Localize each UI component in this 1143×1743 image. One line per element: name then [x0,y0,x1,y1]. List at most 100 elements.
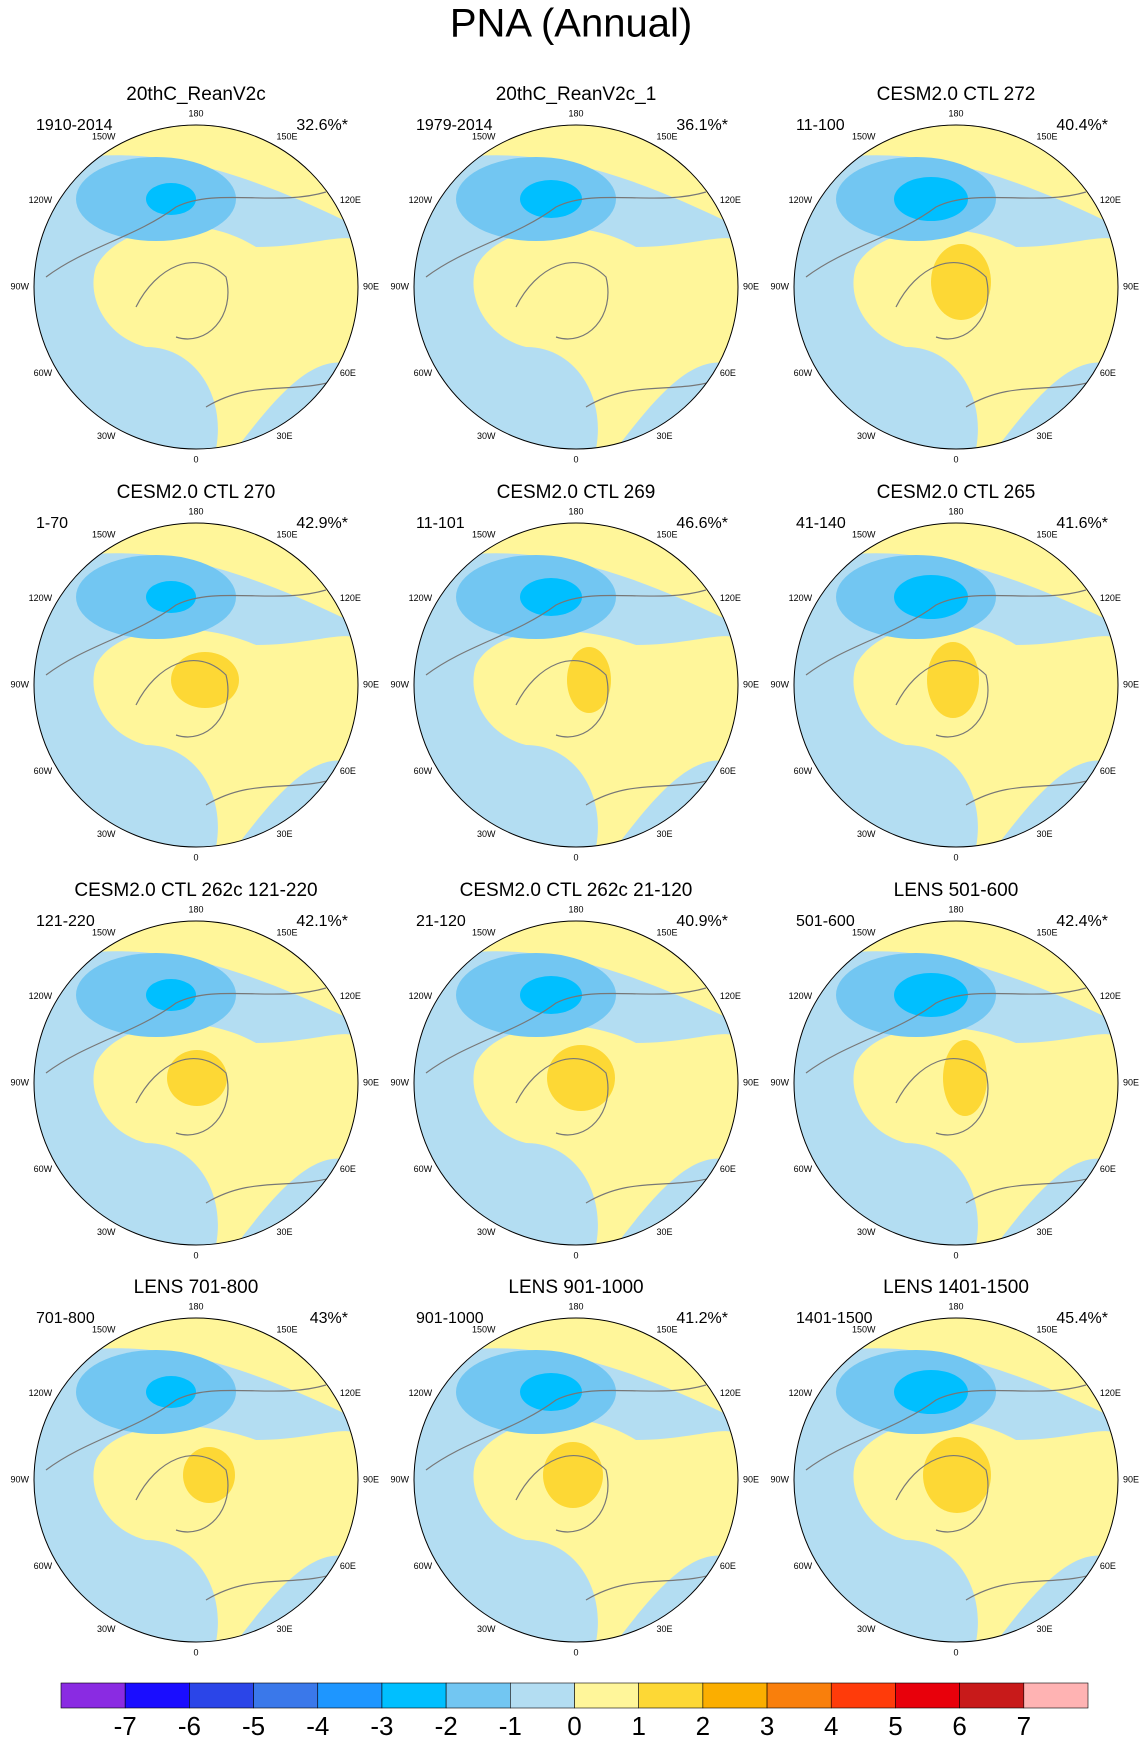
longitude-label: 30E [657,431,673,441]
positive-region [473,631,738,847]
panel-variance: 46.6%* [676,515,728,532]
map-border [793,522,1119,848]
longitude-label: 0 [573,1250,578,1260]
longitude-label: 60W [414,766,433,776]
positive-region [34,125,358,227]
longitude-label: 60E [1100,368,1116,378]
longitude-label: 120W [789,195,813,205]
longitude-label: 0 [573,1647,578,1657]
longitude-label: 150W [472,132,496,142]
map-border [33,124,359,450]
negative-peak [894,575,968,619]
longitude-label: 60E [720,1164,736,1174]
longitude-label: 120W [29,593,53,603]
longitude-label: 30E [657,1624,673,1634]
positive-region [794,125,1118,227]
panel-title: CESM2.0 CTL 272 [877,84,1036,105]
longitude-label: 30W [477,829,496,839]
longitude-label: 60E [720,368,736,378]
longitude-label: 60E [720,766,736,776]
map-field [414,921,738,1245]
map-border [33,1317,359,1643]
longitude-label: 120E [1100,991,1121,1001]
negative-peak [520,180,582,218]
negative-peak [520,578,582,616]
longitude-label: 120W [789,1388,813,1398]
longitude-label: 150E [1037,530,1058,540]
longitude-label: 90E [743,679,759,689]
panel-variance: 42.4%* [1056,913,1108,930]
map-border [793,920,1119,1246]
positive-region [794,523,1118,625]
longitude-label: 90W [390,1077,409,1087]
colorbar-label: 2 [696,1711,710,1738]
map-panel: LENS 501-600 501-600 42.4%* 180 150E 120E 90E 6… [770,880,1139,1260]
colorbar-label: -2 [435,1711,458,1738]
map-panel: CESM2.0 CTL 262c 21-120 21-120 40.9%* 180 15… [390,880,759,1260]
positive-core [171,652,239,708]
longitude-label: 90W [770,1474,789,1484]
longitude-label: 60E [1100,1561,1116,1571]
colorbar-label: 5 [888,1711,902,1738]
map-field [414,523,738,847]
positive-region [853,624,1118,847]
map-border [413,1317,739,1643]
positive-region [794,921,1118,1023]
colorbar-label: -5 [242,1711,265,1738]
positive-core [943,1040,987,1116]
longitude-label: 90E [363,281,379,291]
longitude-label: 60E [340,368,356,378]
longitude-label: 150W [472,530,496,540]
longitude-label: 30E [657,829,673,839]
panel-period: 21-120 [416,913,466,930]
negative-peak [894,177,968,221]
panel-period: 121-220 [36,913,95,930]
longitude-label: 90E [743,281,759,291]
positive-region [93,1426,358,1642]
longitude-label: 150W [92,132,116,142]
longitude-label: 120W [29,991,53,1001]
negative-peak [520,976,582,1014]
panel-period: 11-100 [796,117,845,134]
panel-title: LENS 501-600 [894,880,1019,901]
longitude-label: 90W [770,281,789,291]
map-field [34,1318,358,1642]
colorbar-label: 1 [631,1711,645,1738]
longitude-label: 90E [1123,679,1139,689]
colorbar-box [766,1682,832,1709]
longitude-label: 30W [477,1227,496,1237]
longitude-label: 120E [1100,1388,1121,1398]
panel-title: CESM2.0 CTL 262c 121-220 [74,880,317,901]
longitude-label: 90W [770,679,789,689]
positive-region [853,229,1118,449]
longitude-label: 60W [34,368,53,378]
longitude-label: 120E [340,195,361,205]
longitude-label: 120E [720,195,741,205]
longitude-label: 90E [363,679,379,689]
longitude-label: 30E [277,1624,293,1634]
longitude-label: 30E [277,1227,293,1237]
longitude-label: 90E [743,1077,759,1087]
longitude-label: 150W [852,928,876,938]
longitude-label: 0 [573,454,578,464]
longitude-label: 30W [857,829,876,839]
negative-peak [894,1370,968,1414]
longitude-label: 30W [857,1227,876,1237]
positive-core [931,244,991,320]
negative-peak [146,183,196,215]
longitude-label: 120W [409,991,433,1001]
map-field [794,523,1118,847]
longitude-label: 90E [1123,1077,1139,1087]
longitude-label: 0 [953,454,958,464]
colorbar-box [253,1682,319,1709]
negative-peak [894,973,968,1017]
longitude-label: 30W [477,1624,496,1634]
colorbar-box [638,1682,704,1709]
panel-period: 1-70 [36,515,68,532]
longitude-label: 180 [188,506,203,516]
longitude-label: 60E [340,766,356,776]
map-panel: 20thC_ReanV2c 1910-2014 32.6%* 180 150E 120E 9… [10,84,379,464]
panel-variance: 40.9%* [676,913,728,930]
longitude-label: 30W [97,829,116,839]
